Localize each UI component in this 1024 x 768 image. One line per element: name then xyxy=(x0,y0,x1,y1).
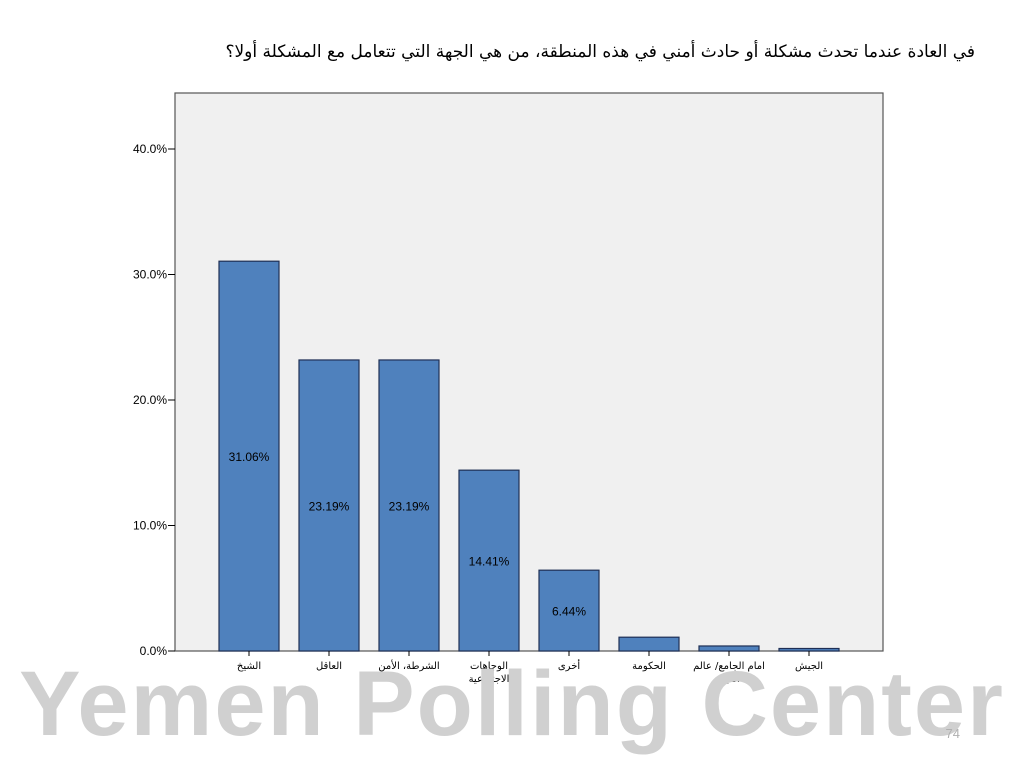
y-tick-label: 0.0% xyxy=(140,644,168,658)
x-tick-label: الجيش xyxy=(795,661,823,672)
x-tick-label: العاقل xyxy=(316,661,342,672)
bar xyxy=(778,647,840,652)
page-number: 74 xyxy=(945,726,960,741)
bar xyxy=(698,645,760,652)
bar xyxy=(298,359,360,652)
chart-title: في العادة عندما تحدث مشكلة أو حادث أمني … xyxy=(225,42,975,62)
bar xyxy=(618,636,680,652)
x-tick-label: الشرطة، الأمن xyxy=(378,659,439,672)
x-axis: الشيخ العاقل الشرطة، الأمن الوجاهات الاجتماع… xyxy=(237,651,823,685)
bar xyxy=(378,359,440,652)
x-tick-label: الشيخ xyxy=(237,661,261,672)
bar xyxy=(218,260,280,652)
y-tick-label: 20.0% xyxy=(133,393,167,407)
data-label: 14.41% xyxy=(469,555,510,569)
x-tick-label: الوجاهات الاجتماعية xyxy=(469,661,510,685)
watermark: Yemen Polling Center xyxy=(19,653,1005,755)
bars xyxy=(218,260,840,652)
y-axis: 0.0% 10.0% 20.0% 30.0% 40.0% xyxy=(133,142,175,658)
data-label: 31.06% xyxy=(229,450,270,464)
y-tick-label: 40.0% xyxy=(133,142,167,156)
x-tick-label: امام الجامع/ عالم الدين xyxy=(693,661,765,685)
x-tick-label: أخرى xyxy=(558,659,581,672)
plot-area xyxy=(174,92,884,652)
data-label: 23.19% xyxy=(389,499,430,513)
y-tick-label: 10.0% xyxy=(133,519,167,533)
data-label: 23.19% xyxy=(309,499,350,513)
data-label: 6.44% xyxy=(552,605,586,619)
y-tick-label: 30.0% xyxy=(133,268,167,282)
x-tick-label: الحكومة xyxy=(632,661,666,672)
data-labels: 31.06% 23.19% 23.19% 14.41% 6.44% xyxy=(229,450,587,618)
